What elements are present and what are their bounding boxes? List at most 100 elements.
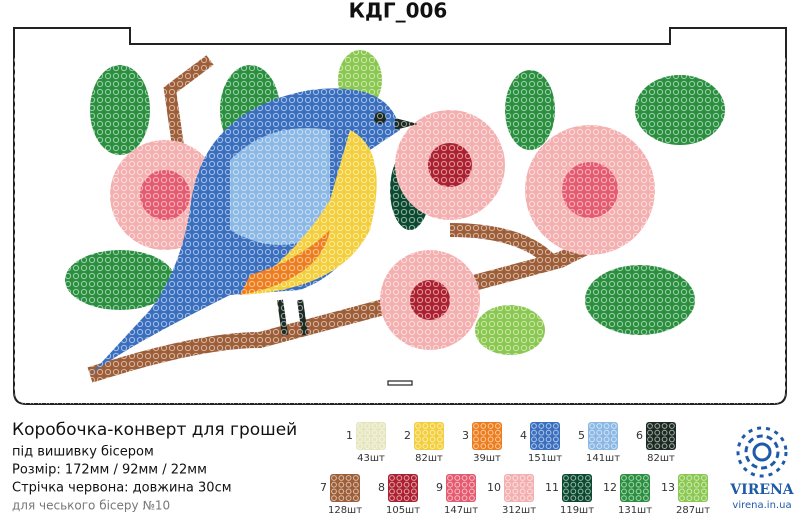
bead (577, 488, 584, 495)
bead (531, 443, 537, 450)
bead (654, 443, 661, 450)
bead (473, 443, 479, 450)
bead (364, 436, 371, 443)
bead (331, 495, 337, 502)
desc-line: під вишивку бісером (12, 445, 154, 460)
bead (628, 481, 635, 488)
desc-line: для чеського бісеру №10 (12, 499, 170, 513)
bead (686, 475, 693, 481)
bead (389, 475, 395, 481)
bead (437, 423, 443, 429)
bead (621, 495, 627, 502)
bead (461, 495, 468, 502)
bead (429, 423, 436, 429)
bead (679, 481, 685, 488)
bead (357, 429, 363, 436)
bead (364, 429, 371, 436)
bead (415, 423, 421, 429)
bead (396, 475, 403, 481)
bead (693, 481, 700, 488)
bead (577, 481, 584, 488)
bead (487, 423, 494, 429)
bead (570, 481, 577, 488)
legend-swatch (530, 422, 560, 450)
bead (411, 488, 417, 495)
legend-count: 131шт (618, 505, 652, 515)
bead (437, 436, 443, 443)
legend-swatch (472, 422, 502, 450)
legend-number: 6 (636, 429, 643, 442)
bead (357, 423, 363, 429)
bead (495, 443, 501, 450)
legend-swatch (356, 422, 386, 450)
bead (505, 481, 511, 488)
bead (389, 481, 395, 488)
bead (411, 495, 417, 502)
bead (585, 495, 591, 502)
bead (379, 436, 385, 443)
bead (454, 495, 461, 502)
bead (538, 423, 545, 429)
bead (577, 475, 584, 481)
bead (553, 429, 559, 436)
bead (345, 481, 352, 488)
bead (553, 443, 559, 450)
bead (379, 443, 385, 450)
bead (647, 429, 653, 436)
bead (603, 443, 610, 450)
bead (531, 423, 537, 429)
bead (480, 443, 487, 450)
bead (519, 475, 526, 481)
bead (585, 481, 591, 488)
brand-site: virena.in.ua (732, 500, 791, 511)
bead (396, 488, 403, 495)
legend-count: 151шт (528, 453, 562, 464)
legend-number: 1 (346, 429, 353, 442)
bead (531, 429, 537, 436)
bead (621, 488, 627, 495)
legend-number: 2 (404, 429, 411, 442)
bead (379, 423, 385, 429)
bead (553, 436, 559, 443)
bead (495, 423, 501, 429)
bead (403, 488, 410, 495)
bead (473, 423, 479, 429)
bead (570, 475, 577, 481)
bead (527, 488, 533, 495)
bead (357, 443, 363, 450)
legend-count: 43шт (357, 453, 385, 464)
bead (519, 481, 526, 488)
bead (589, 436, 595, 443)
legend-number: 3 (462, 429, 469, 442)
bead (669, 429, 675, 436)
bead (403, 495, 410, 502)
bead (679, 488, 685, 495)
bead (447, 475, 453, 481)
legend-number: 4 (520, 429, 527, 442)
bead (345, 488, 352, 495)
legend-swatch (588, 422, 618, 450)
bead (454, 488, 461, 495)
bead (669, 436, 675, 443)
bead (654, 423, 661, 429)
bead (635, 481, 642, 488)
bead (686, 488, 693, 495)
bead (422, 443, 429, 450)
legend-count: 105шт (386, 505, 420, 515)
bead (669, 443, 675, 450)
box-outline (13, 27, 787, 405)
bead (679, 495, 685, 502)
bead (331, 481, 337, 488)
legend-swatch (620, 474, 650, 502)
legend-number: 10 (487, 481, 501, 494)
bead (415, 436, 421, 443)
bead (461, 475, 468, 481)
legend-count: 119шт (560, 505, 594, 515)
bead (585, 475, 591, 481)
bead (512, 488, 519, 495)
bead (693, 488, 700, 495)
bead (487, 436, 494, 443)
bead (654, 429, 661, 436)
